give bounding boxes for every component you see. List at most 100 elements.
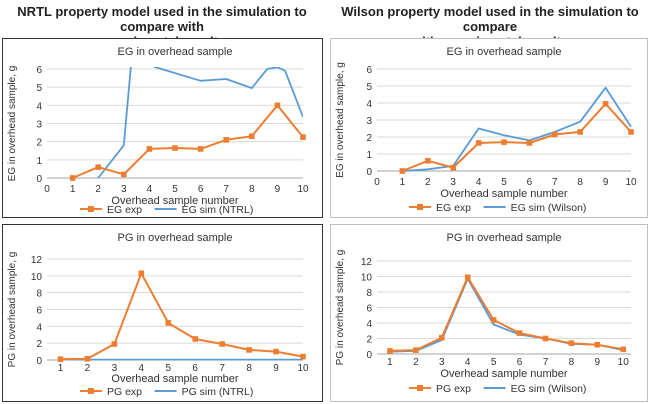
nrtl-eg-xtick-label: 2 <box>95 184 101 195</box>
wilson-eg-ytick-label: 5 <box>366 82 372 93</box>
wilson-eg-xtick-label: 8 <box>577 177 583 188</box>
wilson-pg-chart-panel: PG in overhead sample 0 2 4 6 8 10 12 1 2 3 4 5 6 7 8 9 1… <box>330 224 648 402</box>
wilson-eg-exp-point <box>399 168 406 174</box>
wilson-eg-ytick-label: 0 <box>366 167 372 178</box>
nrtl-pg-exp-point <box>273 348 279 355</box>
wilson-eg-xtick-label: 9 <box>603 177 609 188</box>
wilson-eg-xtick-label: 5 <box>501 177 507 188</box>
nrtl-pg-legend: PG exp PG sim (NTRL) <box>80 386 253 398</box>
nrtl-eg-xtick-label: 1 <box>70 184 76 195</box>
wilson-eg-xtick-label: 1 <box>400 177 406 188</box>
nrtl-pg-exp-point <box>111 341 118 347</box>
nrtl-eg-exp-line <box>72 104 303 179</box>
wilson-pg-ytick-label: 2 <box>366 335 372 346</box>
wilson-eg-legend-exp-label: EG exp <box>436 202 471 214</box>
wilson-heading-line-1: Wilson property model used in the simula… <box>341 4 639 34</box>
nrtl-eg-ytick-label: 4 <box>36 101 42 112</box>
wilson-eg-exp-point <box>526 140 533 146</box>
nrtl-pg-exp-point <box>300 353 306 360</box>
wilson-pg-exp-point <box>438 334 445 341</box>
wilson-eg-title: EG in overhead sample <box>447 46 562 58</box>
wilson-eg-exp-line <box>402 102 632 172</box>
wilson-eg-ytick-label: 3 <box>366 116 372 127</box>
nrtl-pg-legend-sim-label: PG sim (NTRL) <box>182 386 254 398</box>
nrtl-eg-ytick-label: 0 <box>36 174 42 185</box>
wilson-eg-xtick-label: 6 <box>527 177 533 188</box>
nrtl-eg-exp-point <box>121 171 127 178</box>
wilson-pg-ytick-label: 6 <box>366 304 372 315</box>
wilson-eg-ylabel: EG in overhead sample, g <box>335 62 346 178</box>
nrtl-eg-legend-sim-label: EG sim (NTRL) <box>182 204 254 216</box>
nrtl-eg-exp-point <box>274 102 281 109</box>
nrtl-eg-ytick-label: 1 <box>36 156 42 167</box>
nrtl-eg-xtick-label: 4 <box>147 184 153 195</box>
wilson-eg-ytick-label: 6 <box>366 65 372 76</box>
wilson-pg-exp-point <box>568 340 575 346</box>
wilson-eg-exp-point <box>501 139 507 145</box>
wilson-pg-xtick-label: 9 <box>595 357 601 368</box>
wilson-pg-exp-line <box>389 276 624 352</box>
wilson-pg-ytick-label: 10 <box>361 273 373 284</box>
nrtl-eg-exp-point <box>223 137 229 143</box>
wilson-pg-xtick-label: 4 <box>465 357 471 368</box>
wilson-pg-xtick-label: 6 <box>517 357 523 368</box>
nrtl-eg-ytick-label: 6 <box>36 65 42 76</box>
nrtl-eg-legend-exp-marker <box>88 206 94 212</box>
wilson-pg-exp-point <box>387 348 393 354</box>
wilson-eg-legend-sim-label: EG sim (Wilson) <box>511 202 587 214</box>
wilson-eg-xtick-label: 3 <box>450 177 456 188</box>
wilson-pg-xtick-label: 5 <box>491 357 497 368</box>
wilson-eg-exp-point <box>425 158 431 164</box>
wilson-pg-ytick-label: 4 <box>366 319 372 330</box>
wilson-eg-legend: EG exp EG sim (Wilson) <box>409 202 586 214</box>
nrtl-pg-title: PG in overhead sample <box>118 232 233 244</box>
wilson-pg-ylabel: PG in overhead sample, g <box>335 250 346 366</box>
wilson-pg-exp-point <box>464 274 471 281</box>
nrtl-eg-xlabel: Overhead sample number <box>111 195 239 207</box>
wilson-pg-exp-point <box>413 347 419 353</box>
nrtl-pg-legend-exp-marker <box>88 388 94 394</box>
wilson-eg-legend-exp-marker <box>417 204 423 210</box>
nrtl-eg-xtick-label: 0 <box>44 184 50 195</box>
nrtl-eg-legend-exp-label: EG exp <box>107 204 142 216</box>
nrtl-eg-xtick-label: 7 <box>223 184 229 195</box>
nrtl-eg-title: EG in overhead sample <box>118 46 233 58</box>
nrtl-pg-xlabel: Overhead sample number <box>111 373 239 385</box>
nrtl-eg-exp-point <box>249 133 255 140</box>
nrtl-pg-xtick-label: 4 <box>139 363 145 374</box>
nrtl-pg-ytick-label: 6 <box>36 306 42 317</box>
nrtl-eg-exp-point <box>69 175 76 181</box>
wilson-eg-svg: EG in overhead sample 0 1 2 3 4 5 6 0 1 2 3 4 5 6 7 8 9 10… <box>335 46 637 214</box>
wilson-pg-xlabel: Overhead sample number <box>440 368 568 380</box>
wilson-pg-sim-line <box>389 277 624 353</box>
nrtl-pg-xtick-label: 9 <box>273 363 279 374</box>
nrtl-eg-svg: EG in overhead sample 0 1 2 3 4 5 6 0 1 2 3 4 5 6 7 8 9 10… <box>7 46 309 216</box>
nrtl-eg-exp-point <box>146 146 153 152</box>
wilson-eg-exp-point <box>577 129 583 135</box>
nrtl-eg-ylabel: EG in overhead sample, g <box>7 66 18 182</box>
wilson-eg-xtick-label: 7 <box>552 177 558 188</box>
nrtl-pg-exp-line <box>60 272 304 361</box>
wilson-eg-chart-panel: EG in overhead sample 0 1 2 3 4 5 6 0 1 2 3 4 5 6 7 8 9 10… <box>330 38 648 218</box>
wilson-eg-xtick-label: 4 <box>476 177 482 188</box>
nrtl-eg-exp-point <box>300 134 306 140</box>
wilson-pg-legend-exp-marker <box>417 385 423 391</box>
wilson-pg-xtick-label: 1 <box>387 357 393 368</box>
wilson-eg-ytick-label: 2 <box>366 133 372 144</box>
nrtl-pg-chart-panel: PG in overhead sample 0 2 4 6 8 10 12 1 2 3 4 5 6 7 8 9 1… <box>2 224 323 402</box>
wilson-pg-title: PG in overhead sample <box>447 232 562 244</box>
wilson-pg-legend-exp-label: PG exp <box>436 383 471 395</box>
wilson-eg-exp-point <box>475 140 482 146</box>
nrtl-pg-exp-point <box>138 270 145 277</box>
nrtl-pg-ytick-label: 12 <box>31 255 43 266</box>
nrtl-eg-exp-point <box>172 145 178 151</box>
nrtl-pg-xtick-label: 1 <box>58 363 64 374</box>
wilson-pg-exp-point <box>542 335 549 342</box>
wilson-pg-xtick-label: 10 <box>618 357 630 368</box>
nrtl-eg-ytick-label: 3 <box>36 120 42 131</box>
wilson-pg-ytick-label: 8 <box>366 288 372 299</box>
nrtl-eg-xtick-label: 3 <box>121 184 127 195</box>
wilson-pg-ytick-label: 12 <box>361 257 373 268</box>
